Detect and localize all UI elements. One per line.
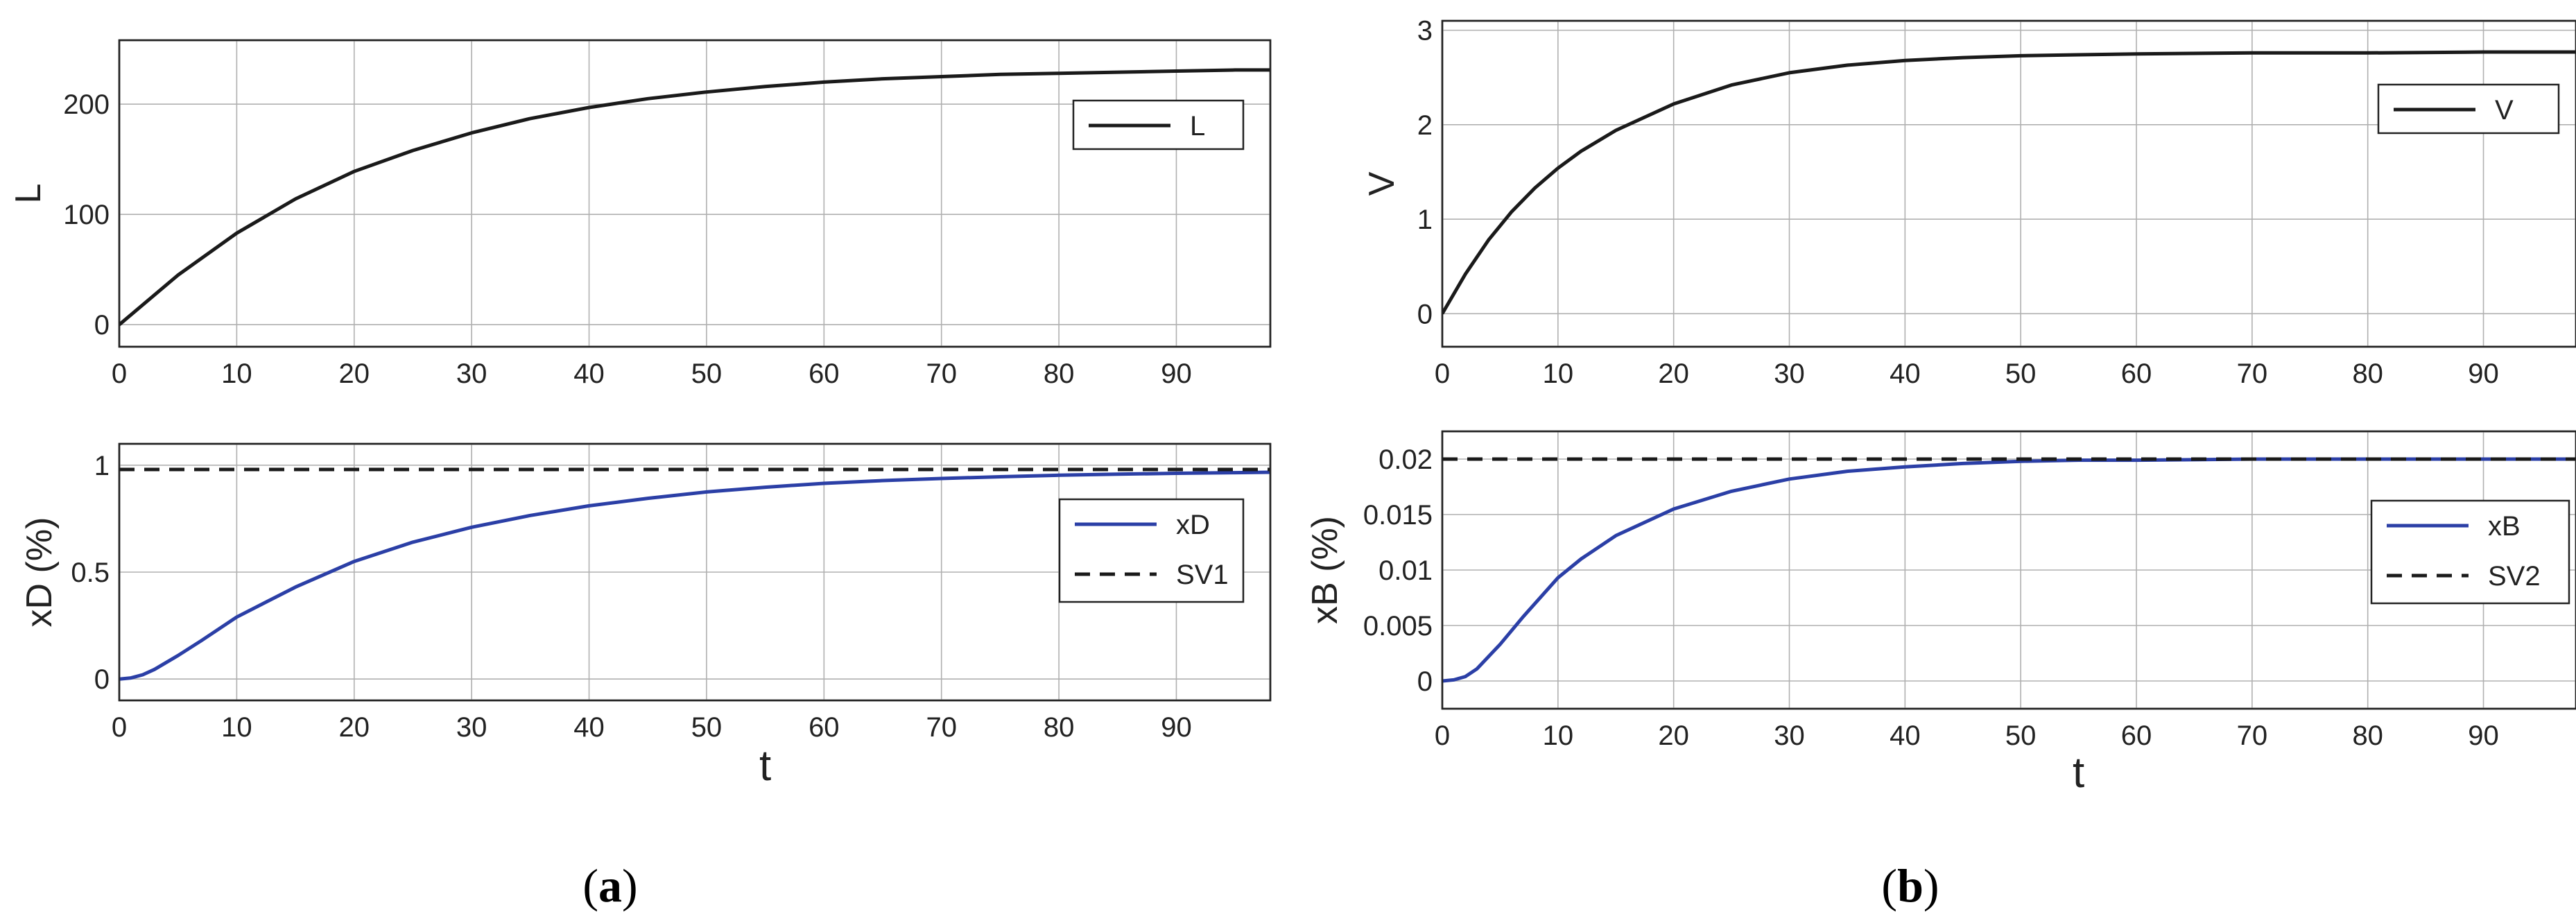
x-tick-label: 20 — [339, 359, 370, 389]
y-tick-label: 0 — [94, 664, 110, 695]
legend-label: SV2 — [2488, 561, 2541, 592]
y-tick-label: 0 — [1417, 299, 1433, 329]
x-tick-label: 0 — [1435, 359, 1450, 389]
x-tick-label: 60 — [809, 712, 840, 743]
x-tick-label: 20 — [1658, 359, 1689, 389]
plot-area — [1441, 19, 2576, 348]
x-tick-label: 30 — [1774, 721, 1805, 751]
x-tick-label: 80 — [1044, 359, 1075, 389]
chart-b-top: 0 10 20 30 40 50 60 70 80 90 0 1 2 3 V V — [1362, 16, 2576, 389]
series-line-l — [119, 68, 1270, 327]
y-tick-label: 100 — [63, 200, 110, 230]
x-tick-label: 50 — [691, 359, 723, 389]
x-tick-label: 10 — [221, 712, 252, 743]
y-tick-label: 0.5 — [71, 558, 110, 588]
legend: xD SV1 — [1058, 498, 1245, 603]
x-axis-label: t — [2073, 749, 2084, 797]
y-tick-label: 1 — [1417, 205, 1433, 235]
panel-caption-a: (a) — [582, 859, 637, 912]
y-tick-label: 0.015 — [1363, 500, 1433, 530]
panel-caption-b: (b) — [1881, 859, 1939, 912]
x-tick-label: 40 — [573, 359, 605, 389]
y-tick-label: 0 — [1417, 666, 1433, 697]
legend-label: L — [1190, 111, 1205, 141]
x-tick-label: 40 — [1890, 359, 1921, 389]
x-tick-label: 0 — [112, 359, 127, 389]
x-tick-label: 80 — [2352, 359, 2383, 389]
x-tick-label: 0 — [112, 712, 127, 743]
legend-label: xD — [1176, 510, 1210, 540]
x-tick-label: 60 — [2121, 721, 2152, 751]
panel-label-b: b — [1897, 859, 1924, 912]
legend-label: xB — [2488, 511, 2521, 542]
x-tick-label: 50 — [691, 712, 723, 743]
y-axis-label: V — [1362, 171, 1402, 196]
x-tick-label: 70 — [2237, 359, 2268, 389]
x-tick-label: 60 — [2121, 359, 2152, 389]
y-tick-label: 200 — [63, 89, 110, 120]
legend: L — [1072, 99, 1245, 150]
x-tick-label: 40 — [573, 712, 605, 743]
x-tick-label: 90 — [2468, 721, 2499, 751]
x-tick-label: 40 — [1890, 721, 1921, 751]
chart-b-bottom: 0 10 20 30 40 50 60 70 80 90 0 0.005 0.01 0.015 0.02 xB… — [1305, 430, 2576, 797]
x-tick-label: 30 — [456, 712, 487, 743]
x-tick-label: 10 — [221, 359, 252, 389]
y-tick-label: 1 — [94, 451, 110, 481]
chart-a-top: 0 10 20 30 40 50 60 70 80 90 0 100 200 L L — [8, 39, 1272, 389]
x-tick-label: 20 — [1658, 721, 1689, 751]
legend: xB SV2 — [2370, 499, 2570, 605]
y-tick-label: 3 — [1417, 16, 1433, 46]
y-axis-label: L — [8, 184, 49, 204]
plot-border — [118, 442, 1272, 702]
y-tick-label: 2 — [1417, 110, 1433, 141]
x-tick-label: 80 — [1044, 712, 1075, 743]
legend-label: V — [2495, 95, 2514, 126]
x-tick-label: 0 — [1435, 721, 1450, 751]
legend: V — [2377, 83, 2560, 135]
plot-border — [118, 39, 1272, 348]
legend-box — [2370, 499, 2570, 605]
x-tick-label: 70 — [926, 359, 957, 389]
x-tick-label: 50 — [2005, 721, 2037, 751]
x-axis-label: t — [759, 742, 771, 790]
x-tick-label: 90 — [2468, 359, 2499, 389]
x-tick-label: 90 — [1161, 712, 1192, 743]
y-tick-label: 0.005 — [1363, 611, 1433, 641]
series-line-v — [1442, 50, 2576, 315]
chart-a-bottom: 0 10 20 30 40 50 60 70 80 90 0 0.5 1 xD (%) t xD SV1 — [19, 442, 1272, 790]
x-tick-label: 30 — [456, 359, 487, 389]
legend-box — [1058, 498, 1245, 603]
x-tick-label: 10 — [1543, 721, 1574, 751]
x-tick-label: 30 — [1774, 359, 1805, 389]
plot-area — [118, 39, 1272, 348]
y-tick-label: 0 — [94, 310, 110, 340]
y-tick-label: 0.02 — [1378, 445, 1433, 475]
y-axis-label: xB (%) — [1305, 516, 1345, 624]
legend-label: SV1 — [1176, 560, 1229, 590]
series-line-xd — [119, 470, 1270, 681]
x-tick-label: 60 — [809, 359, 840, 389]
x-tick-label: 50 — [2005, 359, 2037, 389]
plot-border — [1441, 430, 2576, 710]
y-tick-label: 0.01 — [1378, 555, 1433, 586]
panel-label-a: a — [598, 859, 622, 912]
x-tick-label: 20 — [339, 712, 370, 743]
x-tick-label: 70 — [2237, 721, 2268, 751]
plot-border — [1441, 19, 2576, 348]
x-tick-label: 80 — [2352, 721, 2383, 751]
x-tick-label: 70 — [926, 712, 957, 743]
y-axis-label: xD (%) — [19, 517, 60, 628]
x-tick-label: 90 — [1161, 359, 1192, 389]
x-tick-label: 10 — [1543, 359, 1574, 389]
